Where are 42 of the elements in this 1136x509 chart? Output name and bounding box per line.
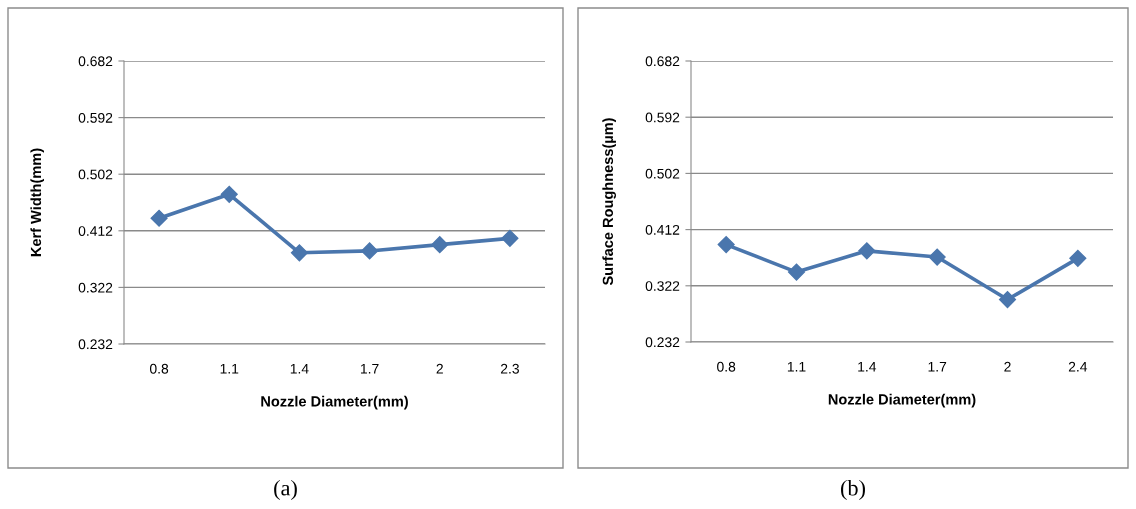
point [150,209,168,227]
y-tick-label: 0.232 [645,337,680,348]
y-tick-label: 0.232 [78,339,113,350]
x-tick-label: 0.8 [717,361,736,372]
x-axis-title: Nozzle Diameter(mm) [261,395,408,410]
x-tick-label: 1.7 [928,361,947,372]
y-axis-title: Surface Roughness(µm) [602,118,616,286]
x-tick-label: 0.8 [149,363,169,374]
y-tick-label: 0.502 [78,169,113,180]
x-tick-label: 2 [1004,361,1011,372]
point [998,290,1017,309]
point [787,263,806,281]
x-tick-label: 1.1 [220,363,239,374]
point [431,236,449,254]
y-tick-label: 0.322 [78,282,113,293]
point [717,236,735,254]
x-tick-label: 2.4 [1068,361,1088,372]
y-tick-label: 0.592 [645,112,680,123]
y-tick-label: 0.682 [645,56,680,67]
y-tick-label: 0.682 [78,56,113,67]
point [361,242,379,260]
y-tick-label: 0.412 [78,226,113,236]
x-tick-label: 1.4 [290,363,309,374]
x-tick-label: 2.3 [500,363,519,374]
y-tick-label: 0.502 [645,168,680,179]
x-tick-label: 1.4 [858,361,877,372]
y-tick-label: 0.322 [645,281,680,291]
text: (b) [841,479,865,501]
x-tick-label: 1.1 [787,361,806,372]
point [858,242,876,260]
point [1069,249,1087,267]
point [928,248,946,266]
x-axis-title: Nozzle Diameter(mm) [828,393,976,408]
y-tick-label: 0.592 [78,112,113,123]
y-tick-label: 0.412 [645,224,680,235]
y-axis-title: Kerf Width(mm) [30,148,44,257]
point [290,244,308,262]
point [501,229,519,247]
x-tick-label: 1.7 [360,363,379,374]
point [220,185,238,203]
text: (a) [274,479,297,501]
x-tick-label: 2 [436,363,443,374]
